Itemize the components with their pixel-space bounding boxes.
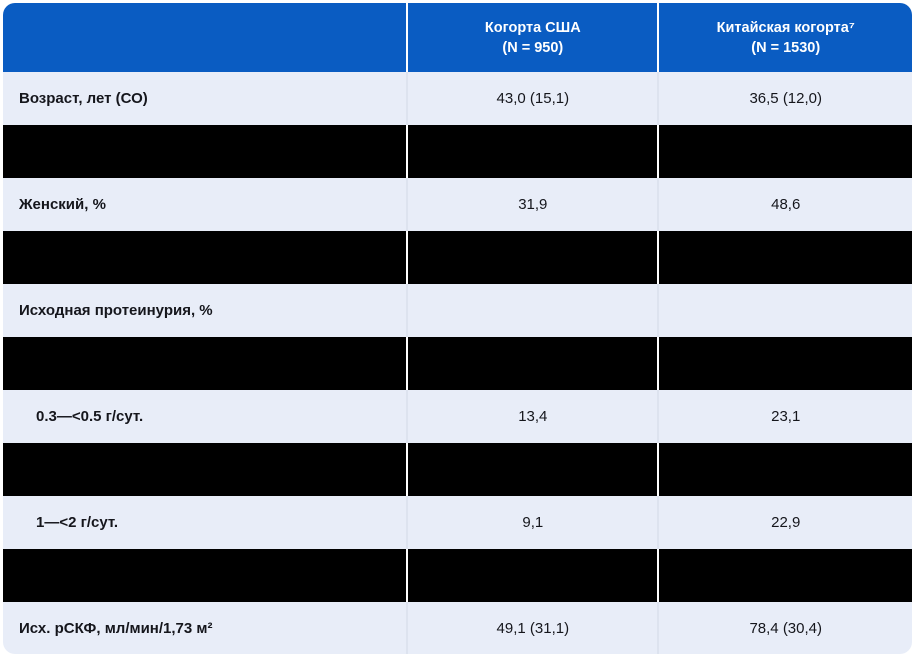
redacted-cell	[657, 443, 912, 496]
row-label: 0.3—<0.5 г/сут.	[36, 408, 144, 425]
redacted-cell	[3, 549, 406, 602]
china-cohort-n: (N = 1530)	[751, 39, 821, 56]
row-label: Исходная протеинурия, %	[19, 302, 213, 319]
us-cohort-title: Когорта США	[484, 19, 581, 36]
value-china-cohort: 48,6	[657, 178, 912, 231]
redacted-cell	[406, 125, 657, 178]
header-cell-empty	[3, 3, 406, 72]
redacted-row	[3, 231, 912, 284]
china-cohort-title: Китайская когорта⁷	[716, 19, 855, 36]
value-china-cohort: 23,1	[657, 390, 912, 443]
row-label: Женский, %	[19, 196, 106, 213]
redacted-cell	[3, 231, 406, 284]
value-china-cohort	[657, 284, 912, 337]
header-cell-china-cohort: Китайская когорта⁷ (N = 1530)	[657, 3, 912, 72]
cohort-comparison-table: Когорта США (N = 950) Китайская когорта⁷…	[3, 3, 912, 654]
table-row: Возраст, лет (СО) 43,0 (15,1) 36,5 (12,0)	[3, 72, 912, 125]
header-cell-us-cohort: Когорта США (N = 950)	[406, 3, 657, 72]
value-us-cohort	[406, 284, 657, 337]
value-us-cohort: 9,1	[406, 496, 657, 549]
redacted-row	[3, 125, 912, 178]
row-label: 1—<2 г/сут.	[36, 514, 119, 531]
table-row: Исх. рСКФ, мл/мин/1,73 м² 49,1 (31,1) 78,4…	[3, 602, 912, 654]
redacted-cell	[406, 549, 657, 602]
row-label: Возраст, лет (СО)	[19, 90, 148, 107]
us-cohort-n: (N = 950)	[502, 39, 564, 56]
redacted-cell	[3, 337, 406, 390]
redacted-cell	[657, 337, 912, 390]
table-row: Исходная протеинурия, %	[3, 284, 912, 337]
table-row: 1—<2 г/сут. 9,1 22,9	[3, 496, 912, 549]
redacted-cell	[406, 337, 657, 390]
redacted-cell	[406, 231, 657, 284]
value-china-cohort: 22,9	[657, 496, 912, 549]
redacted-cell	[406, 443, 657, 496]
value-us-cohort: 13,4	[406, 390, 657, 443]
table-header-row: Когорта США (N = 950) Китайская когорта⁷…	[3, 3, 912, 72]
redacted-cell	[657, 125, 912, 178]
redacted-cell	[3, 443, 406, 496]
table-row: 0.3—<0.5 г/сут. 13,4 23,1	[3, 390, 912, 443]
value-china-cohort: 78,4 (30,4)	[657, 602, 912, 654]
redacted-cell	[657, 549, 912, 602]
redacted-row	[3, 337, 912, 390]
table-row: Женский, % 31,9 48,6	[3, 178, 912, 231]
redacted-row	[3, 443, 912, 496]
value-us-cohort: 43,0 (15,1)	[406, 72, 657, 125]
value-china-cohort: 36,5 (12,0)	[657, 72, 912, 125]
value-us-cohort: 49,1 (31,1)	[406, 602, 657, 654]
redacted-cell	[3, 125, 406, 178]
redacted-row	[3, 549, 912, 602]
redacted-cell	[657, 231, 912, 284]
value-us-cohort: 31,9	[406, 178, 657, 231]
row-label: Исх. рСКФ, мл/мин/1,73 м²	[19, 620, 213, 637]
